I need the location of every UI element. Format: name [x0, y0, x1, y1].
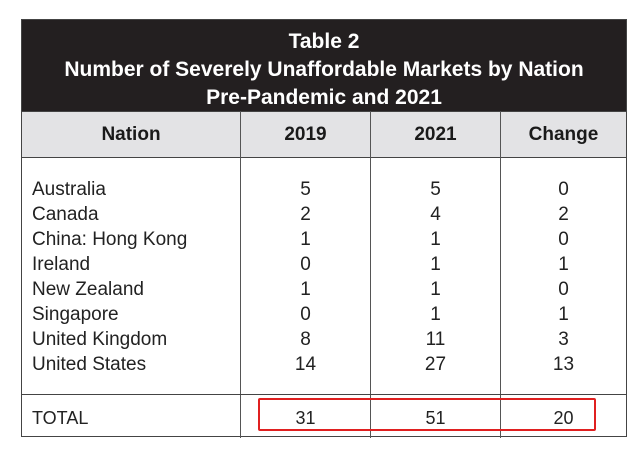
cell-2021: 5 — [430, 179, 441, 200]
cell-change: 13 — [552, 354, 575, 375]
total-highlight-box — [258, 398, 596, 431]
header-2021: 2021 — [414, 124, 457, 145]
table-title-block: Table 2 Number of Severely Unaffordable … — [22, 20, 626, 111]
cell-2019: 1 — [300, 229, 311, 250]
header-nation: Nation — [101, 124, 161, 145]
header-change: Change — [528, 124, 599, 145]
cell-2021: 11 — [425, 329, 446, 350]
column-divider — [500, 111, 501, 438]
cell-2021: 27 — [424, 354, 447, 375]
column-divider — [370, 111, 371, 438]
cell-2021: 1 — [430, 304, 441, 325]
table-subtitle-line1: Number of Severely Unaffordable Markets … — [64, 58, 584, 81]
cell-nation: Ireland — [32, 254, 91, 275]
cell-2021: 1 — [430, 254, 441, 275]
table-row: Canada 2 4 2 — [22, 202, 626, 227]
cell-2021: 1 — [430, 279, 441, 300]
table-row: Australia 5 5 0 — [22, 177, 626, 202]
table-row: United States 14 27 13 — [22, 352, 626, 377]
cell-change: 0 — [558, 179, 569, 200]
cell-2019: 8 — [300, 329, 311, 350]
column-divider — [240, 111, 241, 438]
cell-nation: United States — [32, 354, 147, 375]
cell-nation: New Zealand — [32, 279, 144, 300]
header-row: Nation 2019 2021 Change — [22, 111, 626, 158]
cell-nation: Canada — [32, 204, 99, 225]
cell-2019: 5 — [300, 179, 311, 200]
cell-nation: China: Hong Kong — [32, 229, 188, 250]
table-row: Ireland 0 1 1 — [22, 252, 626, 277]
table-subtitle-line2: Pre-Pandemic and 2021 — [206, 86, 442, 109]
cell-change: 1 — [558, 304, 569, 325]
cell-change: 0 — [558, 279, 569, 300]
table-row: New Zealand 1 1 0 — [22, 277, 626, 302]
cell-2019: 0 — [300, 254, 311, 275]
cell-2021: 4 — [430, 204, 441, 225]
table-title: Table 2 — [288, 30, 360, 53]
total-separator — [22, 394, 626, 395]
table-row: Singapore 0 1 1 — [22, 302, 626, 327]
total-2019: 31 — [295, 408, 316, 428]
total-label: TOTAL — [32, 408, 89, 428]
cell-nation: Australia — [32, 179, 106, 200]
table-row: United Kingdom 8 11 3 — [22, 327, 626, 352]
table-frame: Table 2 Number of Severely Unaffordable … — [21, 19, 627, 438]
cell-2019: 2 — [300, 204, 311, 225]
total-change: 20 — [553, 408, 574, 428]
cell-change: 0 — [558, 229, 569, 250]
cell-2019: 1 — [300, 279, 311, 300]
cell-2019: 14 — [294, 354, 317, 375]
total-row: TOTAL 31 51 20 — [22, 404, 626, 432]
cell-nation: United Kingdom — [32, 329, 168, 350]
cell-change: 1 — [558, 254, 569, 275]
cell-2021: 1 — [430, 229, 441, 250]
cell-change: 3 — [558, 329, 569, 350]
cell-nation: Singapore — [32, 304, 119, 325]
cell-change: 2 — [558, 204, 569, 225]
table-row: China: Hong Kong 1 1 0 — [22, 227, 626, 252]
total-2021: 51 — [425, 408, 446, 428]
header-2019: 2019 — [284, 124, 327, 145]
cell-2019: 0 — [300, 304, 311, 325]
